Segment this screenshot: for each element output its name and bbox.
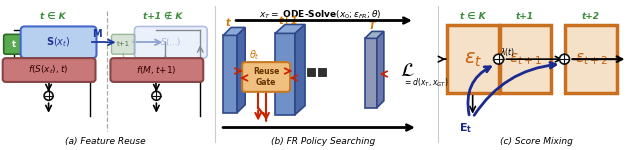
Bar <box>447 26 499 93</box>
Polygon shape <box>365 31 384 38</box>
Text: t+1 ∉ K: t+1 ∉ K <box>143 12 182 21</box>
Circle shape <box>493 54 504 64</box>
Text: $\theta_t$: $\theta_t$ <box>249 48 260 62</box>
Polygon shape <box>223 35 237 113</box>
FancyBboxPatch shape <box>20 26 97 58</box>
Text: $f(M, t{+}1)$: $f(M, t{+}1)$ <box>136 64 177 76</box>
Text: t ∈ K: t ∈ K <box>40 12 65 21</box>
Polygon shape <box>275 24 305 33</box>
Text: (b) FR Policy Searching: (b) FR Policy Searching <box>271 137 375 146</box>
Text: (c) Score Mixing: (c) Score Mixing <box>500 137 573 146</box>
Circle shape <box>152 91 161 100</box>
FancyBboxPatch shape <box>3 58 95 82</box>
Text: t ∈ K: t ∈ K <box>460 12 486 21</box>
FancyBboxPatch shape <box>242 62 290 92</box>
Polygon shape <box>295 24 305 115</box>
Text: t+1: t+1 <box>516 12 534 21</box>
Text: $\mathbf{M}$: $\mathbf{M}$ <box>92 27 103 39</box>
Text: $\epsilon_{t+1}$: $\epsilon_{t+1}$ <box>509 51 542 67</box>
Circle shape <box>559 54 570 64</box>
Polygon shape <box>223 27 245 35</box>
Text: $\epsilon_{t+2}$: $\epsilon_{t+2}$ <box>575 51 608 67</box>
Bar <box>307 68 315 76</box>
Text: $x_T = $ ODE-Solve$(x_0; \epsilon_{FR}; \theta)$: $x_T = $ ODE-Solve$(x_0; \epsilon_{FR}; … <box>259 9 381 21</box>
Text: T: T <box>369 21 375 31</box>
Circle shape <box>44 91 53 100</box>
FancyBboxPatch shape <box>111 34 136 54</box>
FancyBboxPatch shape <box>134 26 207 58</box>
FancyBboxPatch shape <box>111 58 204 82</box>
Text: t+1: t+1 <box>278 16 298 26</box>
Text: $= d(x_T, x_{GT})$: $= d(x_T, x_{GT})$ <box>403 77 449 89</box>
Text: $\mathcal{L}$: $\mathcal{L}$ <box>400 61 415 80</box>
Polygon shape <box>275 33 295 115</box>
Bar <box>500 26 552 93</box>
Text: (a) Feature Reuse: (a) Feature Reuse <box>65 137 146 146</box>
Text: $\mathbf{E_t}$: $\mathbf{E_t}$ <box>459 122 472 135</box>
Bar <box>566 26 618 93</box>
Text: t: t <box>226 18 230 28</box>
Text: $S(\ldots)$: $S(\ldots)$ <box>159 36 181 48</box>
Text: t+2: t+2 <box>581 12 600 21</box>
Text: $\epsilon_t$: $\epsilon_t$ <box>463 50 482 69</box>
Text: Reuse
Gate: Reuse Gate <box>253 67 279 87</box>
Text: $f(S(x_t), t)$: $f(S(x_t), t)$ <box>28 64 68 76</box>
Polygon shape <box>237 27 245 113</box>
Polygon shape <box>377 31 384 108</box>
FancyBboxPatch shape <box>4 34 24 54</box>
Bar <box>318 68 326 76</box>
Text: $\mathbf{S}(x_t)$: $\mathbf{S}(x_t)$ <box>46 36 71 49</box>
Polygon shape <box>365 38 377 108</box>
Text: t: t <box>12 40 16 49</box>
Text: $\lambda(t)$: $\lambda(t)$ <box>500 46 515 58</box>
Text: t+1: t+1 <box>117 41 130 47</box>
